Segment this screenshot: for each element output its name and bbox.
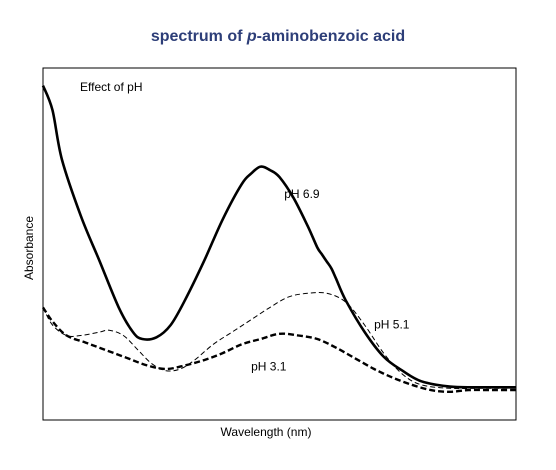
chart-title: spectrum of p-aminobenzoic acid (0, 28, 556, 46)
y-axis-label: Absorbance (22, 216, 36, 280)
chart-title-suffix: -aminobenzoic acid (256, 28, 406, 45)
chart-title-italic: p (246, 28, 257, 45)
series-label-layer: pH 6.9 pH 5.1 pH 3.1 (251, 187, 410, 373)
series-label-ph-6-9: pH 6.9 (284, 187, 320, 201)
series-label-ph-3-1: pH 3.1 (251, 360, 287, 374)
x-axis-label: Wavelength (nm) (221, 425, 312, 439)
series-line-ph-3-1 (42, 306, 516, 393)
series-line-ph-6-9 (41, 85, 517, 389)
plot-frame (42, 67, 517, 421)
series-layer (41, 85, 517, 393)
series-label-ph-5-1: pH 5.1 (374, 317, 410, 331)
series-line-ph-5-1 (42, 291, 516, 390)
chart-title-prefix: spectrum of (150, 28, 247, 45)
chart-annotation: Effect of pH (80, 80, 142, 94)
